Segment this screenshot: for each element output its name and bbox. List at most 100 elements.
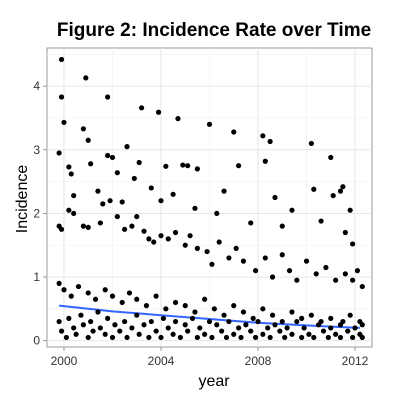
data-point [352, 325, 358, 331]
data-point [359, 322, 365, 328]
chart-title: Figure 2: Incidence Rate over Time [56, 20, 372, 41]
data-point [75, 283, 82, 290]
data-point [148, 318, 154, 325]
data-point [88, 161, 94, 167]
data-point [153, 293, 159, 299]
data-point [134, 312, 140, 318]
data-point [330, 192, 336, 199]
data-point [100, 201, 106, 207]
data-point [223, 334, 230, 341]
data-point [56, 150, 62, 156]
data-point [347, 207, 353, 213]
data-point [58, 328, 65, 334]
data-point [301, 325, 307, 331]
data-point [252, 334, 259, 341]
data-point [303, 258, 310, 264]
x-tick-label: 2000 [51, 354, 78, 368]
data-point [153, 328, 159, 334]
data-point [172, 229, 179, 236]
data-point [80, 126, 86, 132]
data-point [105, 152, 111, 159]
grid-lines [47, 48, 372, 347]
data-point [284, 325, 290, 331]
data-point [226, 318, 232, 325]
data-point [163, 306, 169, 312]
data-point [122, 226, 128, 232]
y-tick-label: 4 [33, 79, 40, 93]
data-point [170, 191, 176, 197]
data-point [80, 322, 86, 328]
data-point [112, 322, 118, 328]
data-point [126, 290, 133, 296]
data-point [236, 163, 242, 169]
y-axis-ticks: 0 1 2 3 4 [33, 79, 47, 348]
data-point [85, 334, 91, 341]
data-point [204, 248, 210, 255]
data-point [282, 334, 288, 341]
data-point [194, 166, 200, 172]
data-point [146, 334, 152, 341]
data-point [71, 192, 77, 199]
data-point [95, 309, 101, 315]
data-point [102, 287, 108, 293]
data-point [172, 318, 179, 325]
data-point [267, 334, 273, 341]
data-point [85, 137, 91, 143]
data-point [102, 331, 108, 337]
data-point [107, 198, 113, 204]
data-point [238, 334, 244, 341]
data-point [155, 109, 162, 115]
data-point [177, 334, 183, 341]
data-point [58, 226, 65, 232]
y-tick-label: 0 [33, 334, 40, 348]
data-point [63, 334, 70, 341]
data-point [299, 315, 305, 321]
data-point [333, 331, 339, 337]
data-point [206, 318, 213, 325]
data-point [248, 328, 254, 334]
data-point [71, 325, 77, 331]
data-point [262, 158, 268, 164]
data-point [340, 318, 346, 325]
data-point [349, 241, 356, 247]
data-point [294, 277, 300, 283]
data-point [318, 218, 324, 224]
data-point [61, 287, 67, 293]
data-point [192, 309, 198, 315]
data-point [66, 164, 72, 170]
data-point [68, 293, 74, 299]
data-point [236, 325, 242, 331]
data-point [114, 213, 120, 220]
data-point [119, 199, 125, 205]
data-point [182, 303, 188, 309]
data-point [66, 207, 72, 213]
data-point [172, 299, 179, 306]
data-point [306, 331, 312, 337]
x-axis-label: year [198, 373, 230, 390]
data-point [182, 242, 188, 248]
data-point [337, 188, 344, 194]
data-point [71, 210, 77, 217]
data-point [88, 318, 94, 325]
data-point [85, 290, 91, 296]
data-point [109, 334, 116, 341]
data-point [231, 331, 237, 337]
data-point [214, 322, 220, 328]
data-point [289, 331, 295, 337]
data-point [354, 268, 361, 274]
data-point [209, 334, 215, 341]
data-point [260, 306, 266, 312]
data-point [289, 309, 295, 315]
points-layer [56, 56, 365, 341]
data-point [262, 255, 268, 261]
data-point [141, 322, 147, 328]
data-point [255, 318, 261, 325]
data-point [231, 129, 237, 135]
data-point [160, 315, 167, 321]
data-point [311, 334, 317, 341]
data-point [163, 163, 169, 169]
data-point [66, 315, 72, 321]
data-point [109, 293, 116, 299]
data-point [260, 331, 266, 337]
data-point [269, 274, 276, 280]
